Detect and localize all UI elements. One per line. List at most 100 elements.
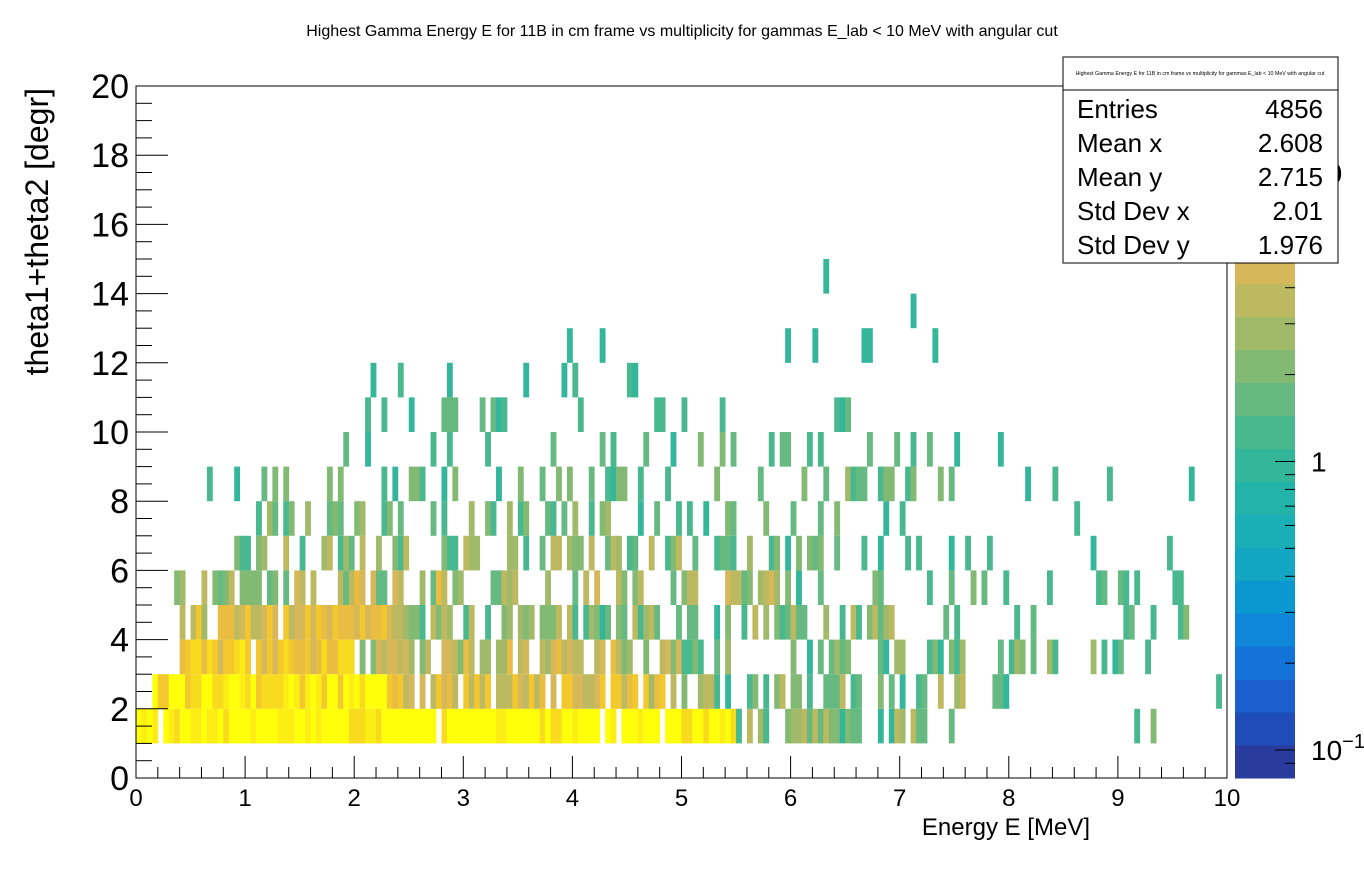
- heatmap-cell: [839, 639, 846, 675]
- heatmap-cell: [337, 501, 344, 536]
- heatmap-cell: [866, 605, 873, 640]
- heatmap-cell: [457, 639, 464, 675]
- heatmap-cell: [348, 708, 355, 744]
- heatmap-cell: [654, 674, 661, 709]
- heatmap-cell: [506, 605, 513, 640]
- heatmap-cell: [294, 708, 301, 744]
- heatmap-cell: [986, 535, 993, 571]
- heatmap-cell: [414, 605, 421, 640]
- heatmap-cell: [386, 639, 393, 675]
- heatmap-cell: [250, 605, 257, 640]
- heatmap-cell: [528, 605, 535, 640]
- heatmap-cell: [610, 674, 617, 709]
- stats-entry-value: 2.715: [1258, 162, 1323, 192]
- heatmap-cell: [632, 570, 639, 605]
- heatmap-cell: [556, 708, 562, 744]
- heatmap-cell: [725, 639, 731, 675]
- heatmap-cell: [703, 674, 710, 709]
- heatmap-cell: [359, 605, 366, 640]
- heatmap-cell: [185, 674, 191, 709]
- heatmap-cell: [239, 570, 246, 605]
- heatmap-cell: [572, 605, 579, 640]
- heatmap-cell: [736, 708, 742, 744]
- heatmap-cell: [441, 397, 448, 432]
- heatmap-cell: [430, 708, 437, 744]
- heatmap-cell: [774, 535, 781, 571]
- color-scale-segment: [1235, 382, 1295, 417]
- heatmap-cell: [474, 535, 481, 571]
- heatmap-cell: [348, 535, 355, 571]
- heatmap-cell: [321, 674, 328, 709]
- heatmap-cell: [757, 570, 764, 605]
- heatmap-cell: [834, 639, 841, 675]
- heatmap-cell: [605, 501, 611, 536]
- heatmap-cell: [659, 674, 666, 709]
- heatmap-cell: [217, 674, 224, 709]
- heatmap-cell: [692, 570, 699, 605]
- heatmap-cell: [245, 605, 251, 640]
- heatmap-cell: [452, 466, 459, 502]
- heatmap-cell: [245, 535, 251, 571]
- heatmap-cell: [1003, 674, 1010, 709]
- color-scale-segment: [1235, 316, 1295, 351]
- heatmap-cell: [463, 674, 470, 709]
- heatmap-cell: [605, 605, 611, 640]
- color-scale-segment: [1235, 481, 1295, 515]
- heatmap-cell: [594, 674, 601, 709]
- heatmap-cell: [408, 708, 415, 744]
- heatmap-cell: [648, 605, 655, 640]
- heatmap-cell: [572, 639, 579, 675]
- heatmap-cell: [899, 639, 906, 675]
- heatmap-cell: [299, 674, 306, 709]
- heatmap-cell: [234, 708, 241, 744]
- heatmap-cell: [523, 674, 530, 709]
- heatmap-cell: [883, 639, 890, 675]
- heatmap-cell: [572, 535, 579, 571]
- heatmap-cell: [326, 466, 333, 502]
- heatmap-cell: [566, 674, 573, 709]
- heatmap-cell: [506, 570, 513, 605]
- heatmap-cell: [441, 639, 448, 675]
- heatmap-cell: [665, 466, 671, 502]
- y-tick-label: 2: [110, 691, 129, 729]
- heatmap-cell: [539, 535, 546, 571]
- heatmap-cell: [288, 639, 295, 675]
- heatmap-cell: [403, 639, 410, 675]
- heatmap-cell: [299, 605, 306, 640]
- heatmap-cell: [594, 708, 601, 744]
- heatmap-cell: [517, 639, 524, 675]
- heatmap-cell: [599, 674, 606, 709]
- heatmap-cell: [719, 708, 726, 744]
- heatmap-cell: [910, 466, 917, 502]
- heatmap-cell: [850, 605, 857, 640]
- heatmap-cell: [681, 639, 688, 675]
- heatmap-cell: [806, 674, 813, 709]
- heatmap-cell: [1134, 708, 1141, 744]
- heatmap-cell: [272, 501, 279, 536]
- stats-entry-value: 4856: [1265, 94, 1323, 124]
- heatmap-cell: [196, 674, 202, 709]
- heatmap-cell: [239, 708, 246, 744]
- heatmap-cell: [337, 535, 344, 571]
- heatmap-cell: [997, 432, 1004, 467]
- heatmap-cell: [1112, 639, 1119, 675]
- heatmap-cell: [626, 362, 633, 398]
- heatmap-cell: [337, 605, 344, 640]
- heatmap-cell: [425, 639, 431, 675]
- heatmap-cell: [517, 708, 524, 744]
- heatmap-cell: [708, 674, 715, 709]
- heatmap-cell: [768, 535, 775, 571]
- heatmap-cell: [632, 362, 639, 398]
- heatmap-cell: [348, 570, 355, 605]
- heatmap-cell: [686, 570, 693, 605]
- heatmap-cell: [523, 708, 530, 744]
- stats-entry-value: 2.01: [1272, 196, 1323, 226]
- heatmap-cell: [845, 639, 852, 675]
- color-scale-segment: [1235, 448, 1295, 482]
- heatmap-cell: [359, 674, 366, 709]
- heatmap-cell: [588, 535, 595, 571]
- heatmap-cell: [637, 605, 644, 640]
- heatmap-cell: [223, 674, 230, 709]
- heatmap-cell: [948, 570, 955, 605]
- heatmap-cell: [965, 535, 972, 571]
